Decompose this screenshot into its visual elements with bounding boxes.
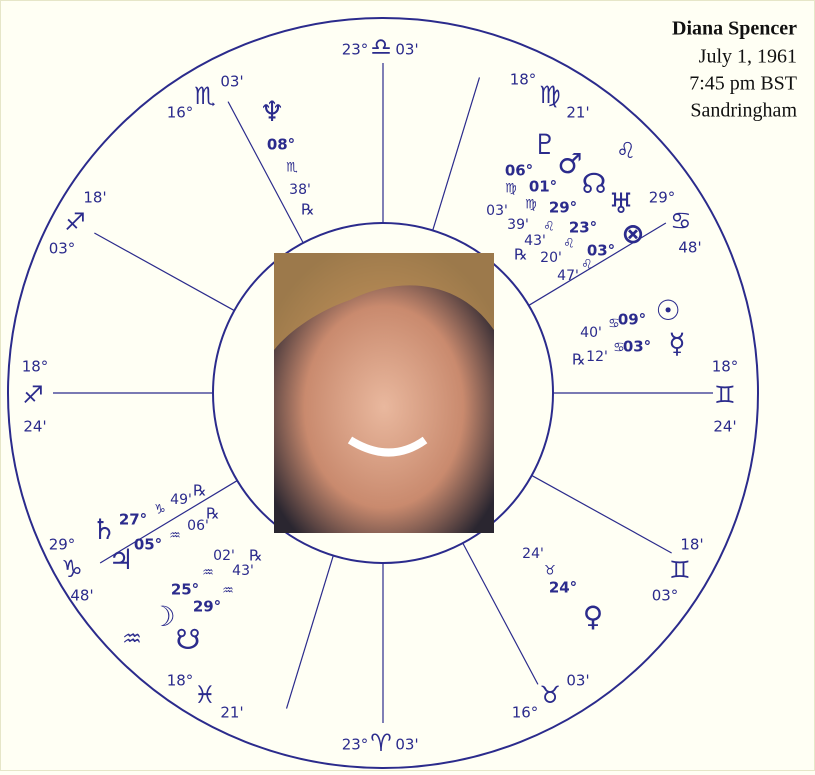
cusp-minutes: 18' — [83, 189, 106, 207]
planet-degree: 29° — [549, 199, 577, 217]
planet-retrograde: ℞ — [514, 246, 527, 264]
planet-minutes: 40' — [580, 325, 602, 341]
cusp-degree: 18° — [510, 71, 537, 89]
chart-date: July 1, 1961 — [699, 46, 797, 68]
planet-degree: 05° — [134, 536, 162, 554]
planet-minutes: 43' — [232, 563, 254, 579]
planet-retrograde: ℞ — [572, 351, 585, 369]
cusp-sign: ♐ — [22, 381, 44, 409]
cusp-minutes: 21' — [220, 704, 243, 722]
cusp-degree: 03° — [652, 587, 679, 605]
planet-glyph: ♅ — [608, 187, 633, 220]
cusp-sign: ♋ — [670, 207, 692, 235]
cusp-degree: 29° — [649, 189, 676, 207]
planet-glyph: ♆ — [259, 95, 284, 128]
planet-minutes: 20' — [540, 250, 562, 266]
planet-glyph: ♀ — [583, 600, 604, 633]
cusp-degree: 29° — [49, 536, 76, 554]
planet-minutes: 12' — [586, 349, 608, 365]
cusp-minutes: 48' — [678, 239, 701, 257]
cusp-degree: 18° — [22, 358, 49, 376]
cusp-sign: ♎ — [370, 33, 392, 61]
planet-sign: ♌ — [581, 258, 593, 273]
cusp-sign: ♍ — [539, 81, 561, 109]
cusp-minutes: 03' — [395, 41, 418, 59]
planet-degree: 29° — [193, 598, 221, 616]
chart-place: Sandringham — [690, 100, 797, 122]
cusp-minutes: 03' — [395, 736, 418, 754]
planet-retrograde: ℞ — [206, 505, 219, 523]
portrait — [274, 253, 494, 533]
page: {"header": {"name": "Diana Spencer", "da… — [0, 0, 815, 771]
planet-degree: 08° — [267, 136, 295, 154]
planet-sign: ♋ — [608, 317, 620, 332]
cusp-minutes: 18' — [680, 536, 703, 554]
cusp-sign: ♑ — [61, 555, 83, 583]
planet-sign: ♒ — [222, 584, 234, 599]
cusp-degree: 23° — [342, 41, 369, 59]
cusp-minutes: 03' — [220, 73, 243, 91]
planet-minutes: 38' — [289, 182, 311, 198]
chart-wheel: Diana Spencer July 1, 1961 7:45 pm BST S… — [0, 0, 815, 771]
cusp-degree: 18° — [712, 358, 739, 376]
planet-glyph: ♇ — [532, 128, 557, 161]
cusp-minutes: 03' — [566, 672, 589, 690]
chart-time: 7:45 pm BST — [689, 73, 797, 95]
intercepted-sign: ♒ — [122, 627, 142, 652]
planet-glyph: ☉ — [655, 294, 680, 327]
cusp-sign: ♏ — [194, 82, 216, 110]
planet-sign: ♒ — [202, 566, 214, 581]
cusp-degree: 23° — [342, 736, 369, 754]
planet-sign: ♍ — [505, 182, 517, 197]
cusp-minutes: 48' — [70, 587, 93, 605]
cusp-sign: ♈ — [370, 729, 392, 757]
cusp-sign: ♉ — [539, 681, 561, 709]
planet-glyph: ☽ — [150, 600, 175, 633]
cusp-sign: ♓ — [194, 681, 216, 709]
planet-glyph: ♄ — [91, 513, 116, 546]
planet-glyph: ☿ — [668, 327, 685, 360]
cusp-sign: ♊ — [714, 381, 736, 409]
planet-minutes: 49' — [170, 492, 192, 508]
planet-glyph: ♂ — [557, 147, 582, 180]
planet-minutes: 02' — [213, 548, 235, 564]
planet-sign: ♍ — [525, 198, 537, 213]
planet-degree: 09° — [618, 311, 646, 329]
planet-degree: 25° — [171, 581, 199, 599]
planet-sign: ♋ — [613, 341, 625, 356]
cusp-degree: 16° — [167, 104, 194, 122]
cusp-sign: ♊ — [669, 556, 691, 584]
planet-retrograde: ℞ — [301, 201, 314, 219]
planet-minutes: 47' — [557, 268, 579, 284]
planet-degree: 03° — [623, 338, 651, 356]
planet-sign: ♑ — [154, 503, 166, 518]
cusp-degree: 03° — [49, 240, 76, 258]
planet-minutes: 03' — [486, 203, 508, 219]
cusp-degree: 18° — [167, 672, 194, 690]
planet-sign: ♌ — [563, 237, 575, 252]
cusp-minutes: 24' — [23, 418, 46, 436]
planet-glyph: ⊗ — [621, 217, 644, 250]
planet-sign: ♒ — [169, 529, 181, 544]
chart-name: Diana Spencer — [672, 18, 797, 40]
planet-degree: 24° — [549, 579, 577, 597]
planet-minutes: 24' — [522, 546, 544, 562]
cusp-degree: 16° — [512, 704, 539, 722]
planet-degree: 23° — [569, 219, 597, 237]
planet-glyph: ☊ — [582, 167, 607, 200]
planet-retrograde: ℞ — [193, 482, 206, 500]
planet-degree: 01° — [529, 178, 557, 196]
planet-glyph: ♃ — [108, 543, 133, 576]
planet-retrograde: ℞ — [249, 547, 262, 565]
cusp-sign: ♐ — [64, 208, 86, 236]
planet-degree: 27° — [119, 511, 147, 529]
cusp-minutes: 21' — [566, 104, 589, 122]
planet-minutes: 39' — [507, 217, 529, 233]
cusp-minutes: 24' — [713, 418, 736, 436]
planet-sign: ♏ — [286, 161, 298, 176]
planet-sign: ♉ — [544, 564, 556, 579]
planet-glyph: ☋ — [176, 623, 201, 656]
intercepted-sign: ♌ — [616, 139, 636, 164]
